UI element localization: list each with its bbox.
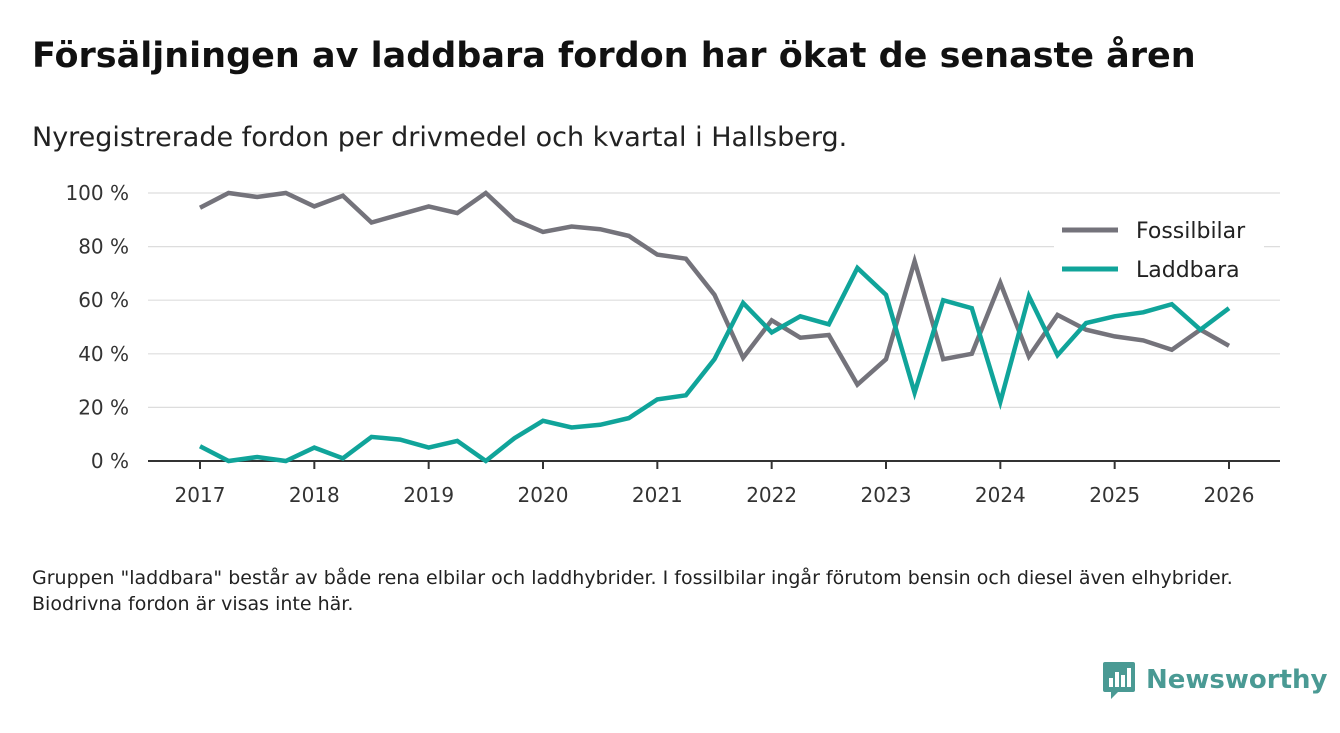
series-line-fossilbilar — [198, 190, 1231, 389]
x-tick-label: 2019 — [403, 483, 454, 507]
y-tick-label: 20 % — [78, 395, 129, 419]
series-lines — [198, 190, 1231, 464]
x-tick-label: 2018 — [289, 483, 340, 507]
x-tick-label: 2017 — [175, 483, 226, 507]
y-tick-label: 60 % — [78, 288, 129, 312]
newsworthy-logo-icon — [1103, 662, 1135, 699]
chart-subtitle: Nyregistrerade fordon per drivmedel och … — [32, 122, 848, 153]
y-tick-label: 40 % — [78, 342, 129, 366]
y-tick-label: 0 % — [91, 449, 129, 473]
legend-label-fossilbilar: Fossilbilar — [1136, 219, 1246, 244]
x-tick-label: 2024 — [975, 483, 1026, 507]
x-tick-label: 2022 — [746, 483, 797, 507]
x-tick-label: 2021 — [632, 483, 683, 507]
x-tick-label: 2025 — [1089, 483, 1140, 507]
y-axis-ticks: 0 % 20 % 40 % 60 % 80 % 100 % — [65, 181, 129, 473]
y-tick-label: 80 % — [78, 235, 129, 259]
legend: Fossilbilar Laddbara — [1054, 211, 1264, 297]
x-tick-label: 2026 — [1204, 483, 1255, 507]
x-tick-label: 2023 — [861, 483, 912, 507]
legend-background — [1054, 211, 1264, 297]
brand-logo: Newsworthy — [1102, 660, 1327, 700]
x-axis-ticks: 2017 2018 2019 2020 2021 2022 2023 2024 2025 2026 — [148, 460, 1280, 507]
legend-label-laddbara: Laddbara — [1136, 258, 1240, 283]
chart-footnote: Gruppen "laddbara" består av både rena e… — [32, 567, 1233, 615]
series-line-laddbara — [198, 264, 1231, 464]
brand-name: Newsworthy — [1146, 665, 1328, 695]
chart-title: Försäljningen av laddbara fordon har öka… — [32, 36, 1196, 76]
x-tick-label: 2020 — [518, 483, 569, 507]
y-tick-label: 100 % — [65, 181, 129, 205]
